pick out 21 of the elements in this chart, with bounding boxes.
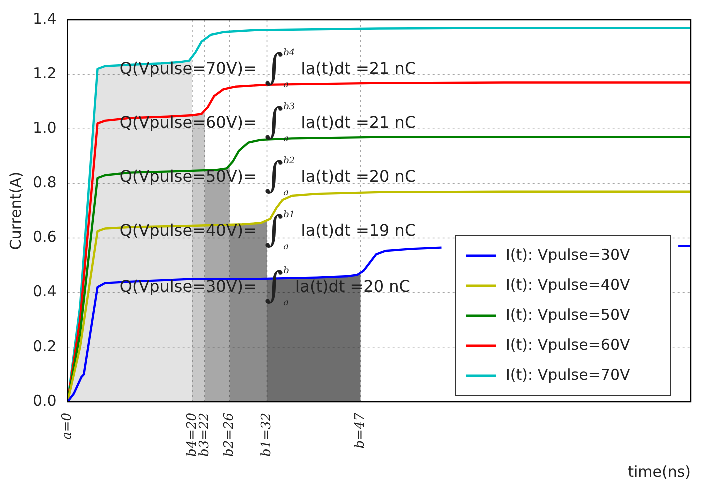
y-tick-label: 1.4 (32, 10, 57, 28)
y-tick-label: 1.0 (32, 119, 57, 138)
y-axis-title: Current(A) (6, 172, 25, 250)
legend-label: I(t): Vpulse=40V (506, 276, 631, 294)
y-tick-label: 0.6 (32, 228, 57, 246)
legend-label: I(t): Vpulse=70V (506, 366, 631, 384)
x-tick-label: b2=26 (222, 412, 238, 458)
x-tick-label: b3=22 (197, 412, 212, 458)
x-tick-label: a=0 (60, 412, 76, 440)
y-tick-label: 0.8 (32, 174, 57, 192)
y-tick-label: 0.0 (32, 392, 57, 410)
x-tick-label: b=47 (353, 412, 368, 449)
legend-label: I(t): Vpulse=50V (506, 306, 631, 324)
legend-label: I(t): Vpulse=30V (506, 246, 631, 264)
legend-label: I(t): Vpulse=60V (506, 336, 631, 354)
y-tick-label: 1.2 (32, 64, 57, 82)
x-tick-label: b4=20 (184, 412, 200, 458)
x-axis-title: time(ns) (628, 462, 691, 481)
x-tick-label: b1=32 (260, 412, 275, 458)
y-tick-label: 0.4 (32, 282, 57, 301)
y-tick-label: 0.2 (32, 337, 57, 356)
